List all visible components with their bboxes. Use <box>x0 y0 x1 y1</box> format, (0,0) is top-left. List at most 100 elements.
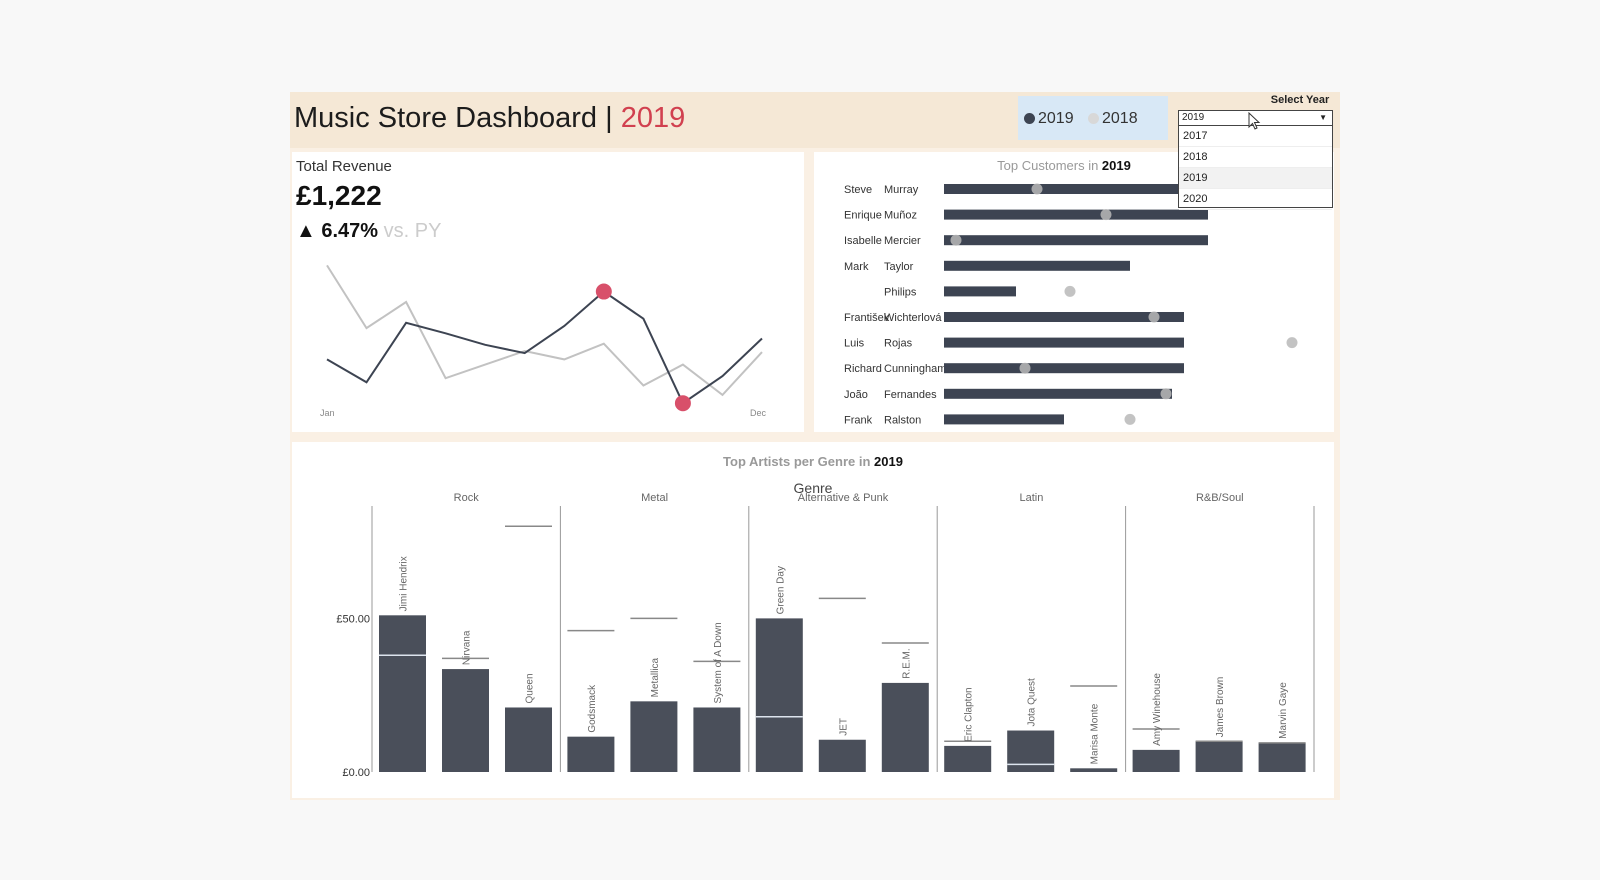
artist-bar <box>1007 730 1055 772</box>
artist-label: Jimi Hendrix <box>399 556 410 611</box>
revenue-line-chart[interactable]: Jan Dec <box>292 247 804 432</box>
year-option[interactable]: 2020 <box>1179 189 1332 210</box>
customer-last-name: Philips <box>884 286 917 298</box>
customer-last-name: Muñoz <box>884 210 917 222</box>
customer-py-point <box>1064 285 1076 297</box>
revenue-panel: Total Revenue £1,222 ▲ 6.47% vs. PY Jan D… <box>292 152 804 432</box>
legend-dot-icon <box>1088 113 1099 124</box>
artists-title-year: 2019 <box>874 454 903 469</box>
year-option[interactable]: 2018 <box>1179 147 1332 168</box>
legend-item-2018[interactable]: 2018 <box>1088 110 1138 128</box>
artist-label: Marvin Gaye <box>1278 682 1289 739</box>
customers-title-year: 2019 <box>1101 158 1131 173</box>
genre-header: Genre <box>793 480 833 496</box>
customer-last-name: Murray <box>884 184 919 196</box>
customer-last-name: Mercier <box>884 235 921 247</box>
select-year-label: Select Year <box>1270 94 1330 106</box>
title-year: 2019 <box>620 102 686 134</box>
customer-first-name: Isabelle <box>844 235 882 247</box>
customer-py-point <box>1019 362 1031 374</box>
customer-py-point <box>1148 311 1160 323</box>
customers-title-text: Top Customers in <box>997 158 1102 173</box>
customer-first-name: Enrique <box>844 210 882 222</box>
customer-bar <box>944 414 1064 425</box>
year-select-value: 2019 <box>1182 112 1205 123</box>
revenue-change-value: ▲ 6.47% <box>296 220 379 242</box>
artists-title-text: Top Artists per Genre in <box>723 454 875 469</box>
y-tick-label: £50.00 <box>336 613 370 625</box>
customer-first-name: Luis <box>844 338 865 350</box>
legend-dot-icon <box>1024 113 1035 124</box>
artist-bar <box>567 736 615 772</box>
legend-label: 2018 <box>1102 110 1138 127</box>
customer-bar <box>944 363 1184 374</box>
legend-item-2019[interactable]: 2019 <box>1024 110 1074 128</box>
revenue-label: Total Revenue <box>296 158 392 175</box>
artist-bar <box>1132 749 1180 772</box>
customer-bar <box>944 286 1016 297</box>
artists-title: Top Artists per Genre in 2019 <box>292 454 1334 469</box>
revenue-line-2018 <box>326 264 763 397</box>
artist-label: Eric Clapton <box>964 687 975 741</box>
revenue-value: £1,222 <box>296 180 382 211</box>
customer-first-name: Mark <box>844 261 869 273</box>
artist-bar <box>944 745 992 772</box>
artist-bar <box>379 615 426 772</box>
artist-bar <box>1070 768 1118 772</box>
year-option[interactable]: 2017 <box>1179 126 1332 147</box>
customer-first-name: František <box>844 312 890 324</box>
customer-first-name: Richard <box>844 363 882 375</box>
artist-bar <box>1195 741 1243 772</box>
customer-py-point <box>1286 337 1298 349</box>
customers-bar-chart[interactable]: Steve Murray Enrique Muñoz Isabelle Mercier Ma… <box>814 152 1334 432</box>
artist-label: Jota Quest <box>1027 678 1038 727</box>
customer-py-point <box>1031 183 1043 195</box>
artist-label: Green Day <box>775 566 786 614</box>
genre-label: Rock <box>454 492 480 504</box>
customer-last-name: Taylor <box>884 261 914 273</box>
customer-last-name: Rojas <box>884 338 913 350</box>
chevron-down-icon[interactable]: ▼ <box>1319 113 1327 122</box>
customer-last-name: Wichterlová <box>884 312 942 324</box>
customer-first-name: Frank <box>844 414 873 426</box>
artist-bar <box>442 669 489 772</box>
genre-label: Alternative & Punk <box>798 492 889 504</box>
legend-label: 2019 <box>1038 110 1074 127</box>
artist-label: Godsmack <box>587 684 598 733</box>
customer-bar <box>944 388 1172 399</box>
customer-last-name: Ralston <box>884 414 921 426</box>
customer-py-point <box>1100 209 1112 221</box>
mouse-cursor-icon <box>1248 112 1261 130</box>
artist-bar <box>818 739 866 772</box>
year-dropdown: 2017 2018 2019 2020 <box>1178 126 1333 210</box>
artists-panel: £0.00 £50.00 Rock Jimi Hendrix Nirvana Queen M… <box>292 442 1334 798</box>
artist-label: JET <box>838 718 849 736</box>
customer-bar <box>944 209 1208 220</box>
artist-label: R.E.M. <box>901 648 912 679</box>
customer-last-name: Cunningham <box>884 363 946 375</box>
artists-bar-chart[interactable]: £0.00 £50.00 Rock Jimi Hendrix Nirvana Queen M… <box>292 442 1334 798</box>
revenue-change: ▲ 6.47% vs. PY <box>296 220 441 243</box>
customer-bar <box>944 260 1130 271</box>
artist-label: Nirvana <box>462 630 473 665</box>
title-text: Music Store Dashboard | <box>294 102 621 134</box>
artist-bar <box>1258 742 1306 772</box>
customer-last-name: Fernandes <box>884 389 937 401</box>
customers-title: Top Customers in 2019 <box>814 158 1314 173</box>
x-tick-label: Jan <box>320 408 335 418</box>
customer-bar <box>944 235 1208 246</box>
customer-py-point <box>1124 413 1136 425</box>
customer-bar <box>944 184 1208 194</box>
artist-label: System of A Down <box>713 622 724 703</box>
y-tick-label: £0.00 <box>342 767 370 779</box>
revenue-vs-label: vs. PY <box>378 220 442 242</box>
artist-label: Metallica <box>650 657 661 697</box>
year-option[interactable]: 2019 <box>1179 168 1332 189</box>
customer-first-name: Steve <box>844 184 872 196</box>
page-title: Music Store Dashboard | 2019 <box>294 102 685 135</box>
artist-bar <box>693 707 741 772</box>
genre-label: R&B/Soul <box>1196 492 1244 504</box>
customer-py-point <box>950 234 962 246</box>
x-tick-label: Dec <box>750 408 767 418</box>
genre-label: Metal <box>641 492 668 504</box>
